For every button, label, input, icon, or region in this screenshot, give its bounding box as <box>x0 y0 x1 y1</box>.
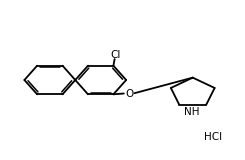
Text: O: O <box>125 88 133 99</box>
Text: NH: NH <box>184 107 199 117</box>
Text: Cl: Cl <box>111 50 121 60</box>
Text: HCl: HCl <box>204 132 222 142</box>
